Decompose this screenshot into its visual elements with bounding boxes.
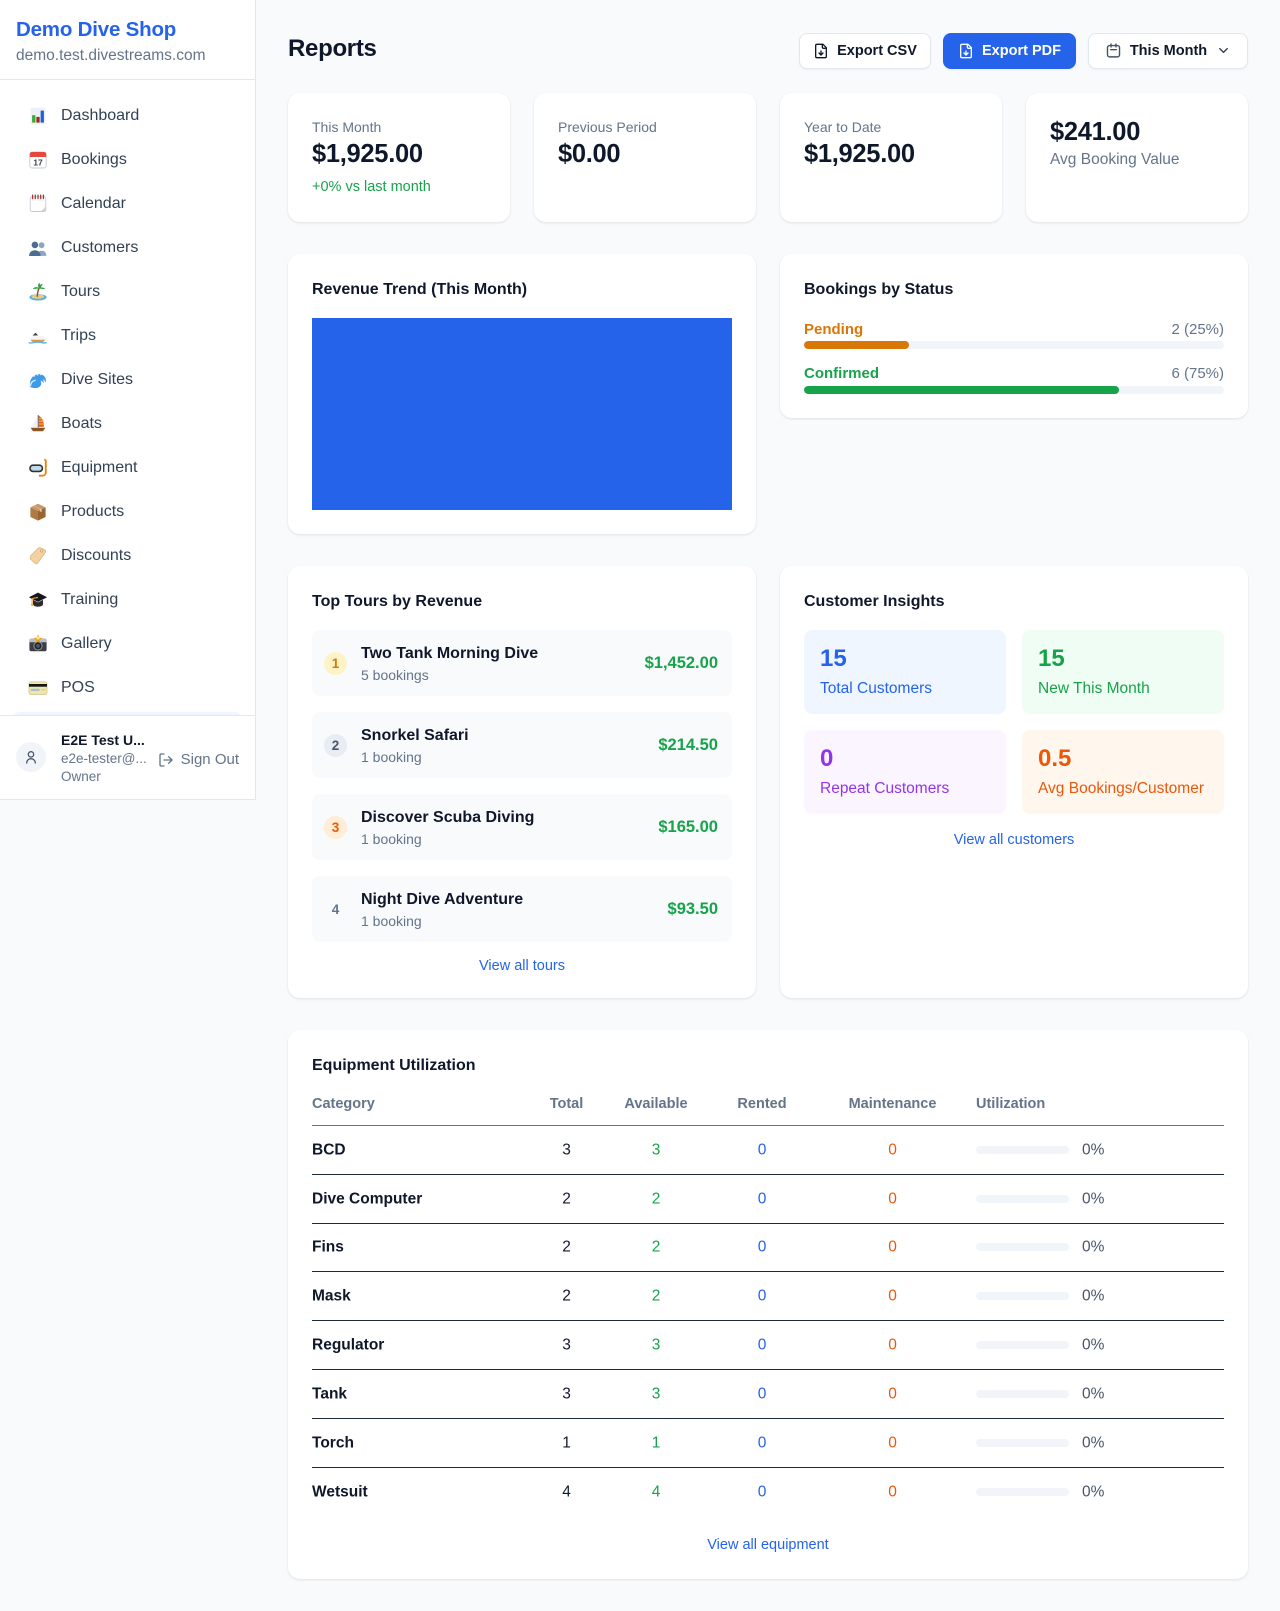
svg-text:17: 17 <box>33 158 43 168</box>
